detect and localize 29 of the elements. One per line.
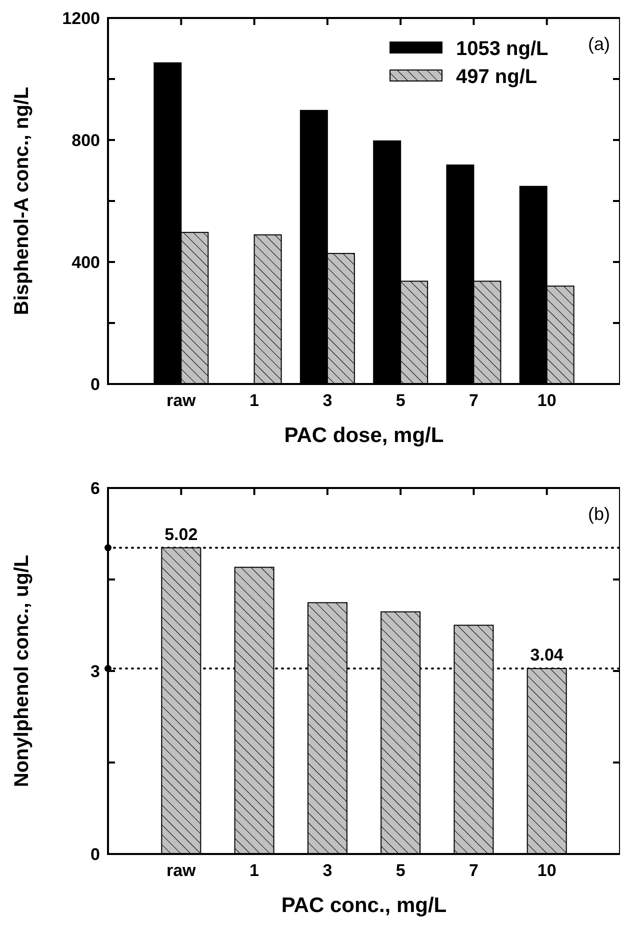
annotation: (b) — [588, 504, 610, 524]
x-axis-title: PAC dose, mg/L — [284, 424, 444, 447]
y-tick-label: 3 — [90, 662, 100, 681]
x-tick-label: raw — [166, 861, 197, 880]
y-axis-title: Nonylphenol conc., ug/L — [11, 554, 33, 788]
x-tick-label: raw — [166, 391, 197, 410]
x-tick-label: 3 — [322, 861, 332, 880]
x-tick-label: 7 — [468, 391, 478, 410]
legend-label: 1053 ng/L — [456, 38, 548, 60]
y-tick-label: 1200 — [62, 8, 100, 28]
y-tick-label: 6 — [90, 478, 100, 498]
legend-label: 497 ng/L — [456, 66, 538, 88]
x-tick-label: 1 — [250, 391, 260, 410]
x-tick-label: 7 — [468, 861, 478, 880]
y-axis-title: Bisphenol-A conc., ng/L — [11, 86, 33, 316]
x-tick-label: 10 — [537, 391, 556, 410]
x-tick-label: 1 — [250, 861, 260, 880]
x-axis-title: PAC conc., mg/L — [281, 894, 447, 917]
annotation: (a) — [588, 34, 610, 54]
y-tick-label: 400 — [72, 252, 100, 272]
y-tick-label: 800 — [72, 130, 100, 150]
x-tick-label: 3 — [322, 391, 332, 410]
data-label: 5.02 — [164, 524, 198, 544]
data-label: 3.04 — [530, 646, 564, 665]
y-tick-label: 0 — [90, 374, 100, 394]
x-tick-label: 5 — [396, 391, 406, 410]
y-tick-label: 0 — [90, 844, 100, 864]
x-tick-label: 5 — [396, 861, 406, 880]
x-tick-label: 10 — [537, 861, 556, 880]
